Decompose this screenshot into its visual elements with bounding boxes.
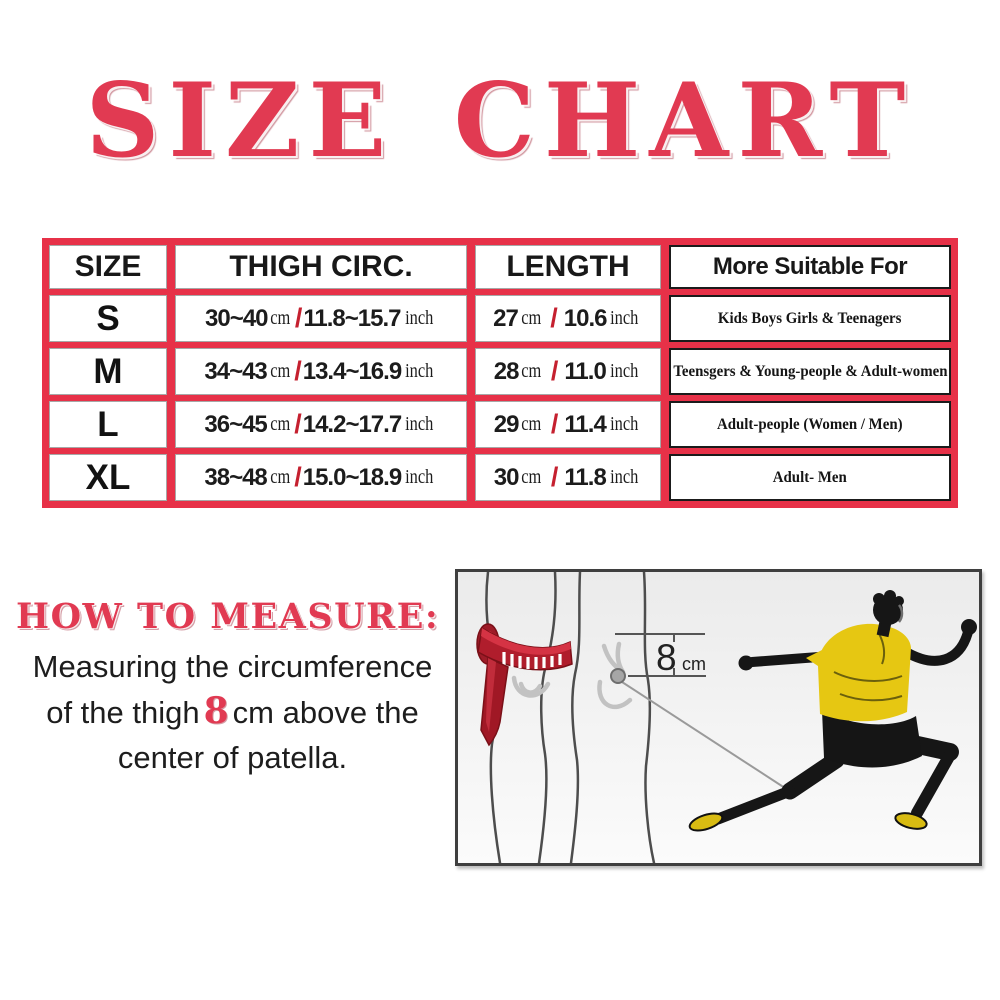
table-header-length: LENGTH <box>475 245 661 289</box>
inch-unit: inch <box>405 466 434 488</box>
length-cm-value: 29 <box>493 410 520 438</box>
measure-line2-pre: of the thigh <box>46 695 200 730</box>
thigh-cm-value: 38~48 <box>204 463 267 491</box>
size-cell: XL <box>49 454 167 501</box>
thigh-cm-value: 36~45 <box>204 410 267 438</box>
inch-unit: inch <box>405 413 434 435</box>
length-inch-value: 10.6 <box>563 304 608 332</box>
table-header-size: SIZE <box>49 245 167 289</box>
inch-unit: inch <box>609 360 639 382</box>
thigh-inch-value: 13.4~16.9 <box>302 357 402 385</box>
suitable-label: Teensgers & Young-people & Adult-women <box>672 362 948 380</box>
measure-line3: center of patella. <box>117 740 348 775</box>
cm-unit: cm <box>269 413 291 435</box>
red-slash: / <box>294 409 302 439</box>
thigh-cm-value: 30~40 <box>205 304 268 332</box>
inch-unit: inch <box>609 413 639 435</box>
length-inch-value: 11.4 <box>564 410 606 438</box>
size-cell: L <box>49 401 167 448</box>
inch-unit: inch <box>404 307 433 329</box>
length-cm-value: 28 <box>493 357 520 385</box>
size-label: S <box>96 298 120 338</box>
red-slash: / <box>550 462 559 492</box>
measurement-illustration-svg: 8 cm <box>476 572 977 863</box>
dimension-annotation <box>615 633 706 677</box>
red-slash: / <box>550 303 558 333</box>
length-inch-value: 11.8 <box>564 463 606 491</box>
suitable-cell: Adult- Men <box>669 454 951 501</box>
length-cm-value: 30 <box>493 463 520 491</box>
size-table: SIZE THIGH CIRC. LENGTH More Suitable Fo… <box>42 238 958 508</box>
thigh-inch-value: 14.2~17.7 <box>302 410 402 438</box>
size-cell: S <box>49 295 167 342</box>
table-header-thigh-circ: THIGH CIRC. <box>175 245 467 289</box>
suitable-label: Kids Boys Girls & Teenagers <box>718 309 902 327</box>
measuring-tape-graphic <box>476 623 573 747</box>
inch-unit: inch <box>610 307 639 329</box>
table-header-suitable: More Suitable For <box>669 245 951 289</box>
measure-highlight-number: 8 <box>203 690 229 732</box>
red-slash: / <box>550 356 559 386</box>
suitable-cell: Teensgers & Young-people & Adult-women <box>669 348 951 395</box>
length-cell: 30 cm / 11.8 inch <box>475 454 661 501</box>
red-slash: / <box>294 303 303 333</box>
suitable-cell: Adult-people (Women / Men) <box>669 401 951 448</box>
size-cell: M <box>49 348 167 395</box>
cm-unit: cm <box>270 307 291 329</box>
patella-dot <box>610 668 626 684</box>
measure-line1: Measuring the circumference <box>32 649 433 684</box>
length-cell: 27 cm / 10.6 inch <box>475 295 661 342</box>
cm-unit: cm <box>521 413 542 435</box>
size-label: XL <box>85 457 131 497</box>
suitable-label: Adult-people (Women / Men) <box>717 415 903 433</box>
page-title: SIZE CHART <box>85 61 915 181</box>
thigh-cell: 30~40 cm / 11.8~15.7 inch <box>175 295 467 342</box>
thigh-cell: 34~43 cm / 13.4~16.9 inch <box>175 348 467 395</box>
legs-graphic <box>485 572 656 863</box>
red-slash: / <box>294 356 302 386</box>
how-to-measure-text: Measuring the circumference of the thigh… <box>0 644 465 780</box>
measurement-illustration: 8 cm <box>455 569 982 866</box>
red-slash: / <box>550 409 559 439</box>
runner-graphic <box>688 590 977 832</box>
cm-unit: cm <box>521 466 542 488</box>
length-cm-value: 27 <box>493 304 519 332</box>
dimension-unit-label: cm <box>682 654 706 674</box>
length-inch-value: 11.0 <box>564 357 606 385</box>
red-slash: / <box>294 462 302 492</box>
cm-unit: cm <box>269 360 291 382</box>
thigh-inch-value: 11.8~15.7 <box>303 304 401 332</box>
cm-unit: cm <box>520 307 542 329</box>
inch-unit: inch <box>405 360 434 382</box>
how-to-measure-heading: HOW TO MEASURE: <box>16 596 440 637</box>
size-label: L <box>97 404 119 444</box>
cm-unit: cm <box>521 360 542 382</box>
suitable-cell: Kids Boys Girls & Teenagers <box>669 295 951 342</box>
thigh-cm-value: 34~43 <box>204 357 267 385</box>
length-cell: 29 cm / 11.4 inch <box>475 401 661 448</box>
thigh-cell: 36~45 cm / 14.2~17.7 inch <box>175 401 467 448</box>
measure-line2-post: cm above the <box>232 695 419 730</box>
cm-unit: cm <box>269 466 291 488</box>
thigh-inch-value: 15.0~18.9 <box>302 463 402 491</box>
length-cell: 28 cm / 11.0 inch <box>475 348 661 395</box>
inch-unit: inch <box>609 466 639 488</box>
thigh-cell: 38~48 cm / 15.0~18.9 inch <box>175 454 467 501</box>
suitable-label: Adult- Men <box>773 468 847 486</box>
dimension-value-label: 8 <box>656 637 677 678</box>
size-label: M <box>93 351 123 391</box>
leader-line <box>621 681 789 791</box>
